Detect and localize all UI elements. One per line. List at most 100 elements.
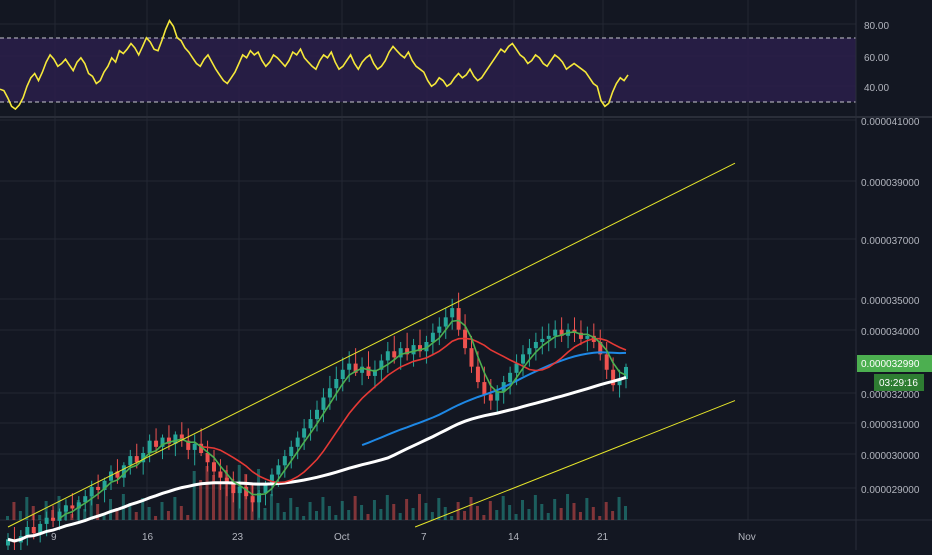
volume-bar bbox=[44, 501, 48, 520]
price-axis-label: 0.000034000 bbox=[861, 327, 920, 338]
volume-bar bbox=[25, 497, 29, 520]
volume-bar bbox=[482, 515, 486, 520]
candle-body bbox=[327, 388, 332, 398]
price-axis-label: 0.000032000 bbox=[861, 390, 920, 401]
candle-body bbox=[141, 453, 146, 463]
volume-bar bbox=[199, 480, 203, 520]
volume-bar bbox=[18, 511, 22, 520]
candle-body bbox=[379, 360, 384, 370]
price-axis-label: 0.000037000 bbox=[861, 236, 920, 247]
candle-body bbox=[199, 443, 204, 453]
price-pane[interactable] bbox=[6, 162, 736, 555]
volume-bar bbox=[604, 502, 608, 520]
candle-body bbox=[154, 440, 159, 447]
volume-bar bbox=[109, 499, 112, 520]
candle-body bbox=[559, 329, 564, 336]
candle-body bbox=[533, 342, 538, 349]
volume-bar bbox=[205, 466, 209, 520]
candle-body bbox=[121, 465, 126, 478]
candle-body bbox=[237, 486, 242, 494]
volume-bar bbox=[572, 503, 576, 520]
ma-blue-line bbox=[361, 351, 627, 447]
time-axis[interactable]: 9 16 23 Oct 7 14 21 Nov bbox=[51, 532, 756, 543]
volume-bar bbox=[102, 513, 106, 520]
volume-bar bbox=[463, 511, 467, 520]
candle-body bbox=[488, 394, 493, 401]
volume-bar bbox=[488, 501, 492, 520]
ma-white-line bbox=[7, 375, 627, 543]
candle-body bbox=[347, 363, 352, 370]
volume-bar bbox=[321, 497, 325, 520]
price-axis-label: 0.000035000 bbox=[861, 296, 920, 307]
volume-bar bbox=[282, 512, 286, 520]
candle-body bbox=[321, 397, 326, 410]
candle-body bbox=[334, 379, 339, 389]
volume-bar bbox=[469, 497, 473, 520]
volume-bar bbox=[289, 498, 293, 520]
candle-body bbox=[57, 511, 62, 521]
candle-body bbox=[276, 465, 281, 475]
candle-body bbox=[411, 345, 416, 355]
candle-body bbox=[366, 366, 371, 376]
volume-bar bbox=[533, 495, 537, 520]
candle-body bbox=[611, 369, 616, 386]
candle-body bbox=[115, 471, 120, 478]
volume-bar bbox=[192, 471, 196, 520]
candle-body bbox=[302, 428, 307, 438]
time-axis-label: 7 bbox=[421, 532, 427, 543]
price-axis-label: 0.000039000 bbox=[861, 178, 920, 189]
volume-bar bbox=[160, 502, 164, 520]
volume-bar bbox=[611, 511, 615, 520]
volume-bar bbox=[418, 494, 421, 520]
volume-bar bbox=[353, 496, 357, 520]
volume-bar bbox=[366, 514, 370, 520]
volume-bar bbox=[424, 503, 428, 520]
candle-body bbox=[392, 351, 397, 358]
rsi-axis-label-60: 60.00 bbox=[864, 53, 889, 64]
volume-bar bbox=[372, 500, 376, 520]
volume-bar bbox=[437, 498, 441, 520]
price-axis[interactable]: 0.000041000 0.000039000 0.000037000 0.00… bbox=[861, 117, 920, 496]
candle-body bbox=[205, 453, 210, 463]
candle-body bbox=[340, 369, 345, 379]
volume-bar bbox=[501, 496, 505, 520]
trendlines[interactable] bbox=[7, 162, 736, 528]
volume-bar bbox=[154, 516, 158, 520]
candle-body bbox=[128, 456, 133, 466]
countdown-badge-bg bbox=[874, 374, 924, 391]
ema-red-line bbox=[201, 337, 627, 484]
volume-bar bbox=[624, 506, 627, 520]
volume-bar bbox=[115, 508, 119, 520]
candle-body bbox=[443, 317, 448, 327]
volume-bar bbox=[398, 513, 402, 520]
candle-body bbox=[405, 348, 410, 355]
candle-body bbox=[578, 332, 583, 339]
candle-body bbox=[289, 446, 294, 457]
candle-body bbox=[6, 539, 10, 546]
candle-body bbox=[109, 471, 113, 481]
candle-body bbox=[315, 409, 319, 420]
candle-body bbox=[212, 462, 216, 472]
rsi-axis-label-80: 80.00 bbox=[864, 21, 889, 32]
volume-bar bbox=[405, 499, 409, 520]
candle-body bbox=[360, 366, 365, 373]
volume-bar bbox=[591, 507, 595, 520]
candle-body bbox=[269, 474, 274, 484]
volume-bar bbox=[89, 495, 93, 520]
trendline bbox=[7, 162, 736, 528]
volume-bar bbox=[508, 505, 512, 520]
candle-body bbox=[585, 335, 590, 339]
rsi-pane[interactable] bbox=[0, 19, 856, 111]
candle-body bbox=[604, 354, 609, 370]
candle-body bbox=[430, 332, 435, 342]
volume-bar bbox=[475, 506, 479, 520]
candle-body bbox=[450, 308, 455, 318]
volume-bar bbox=[83, 509, 87, 520]
volume-bar bbox=[218, 484, 222, 520]
candle-body bbox=[218, 471, 223, 478]
candle-body bbox=[83, 496, 88, 503]
candle-body bbox=[51, 517, 56, 521]
volume-bar bbox=[166, 511, 170, 520]
